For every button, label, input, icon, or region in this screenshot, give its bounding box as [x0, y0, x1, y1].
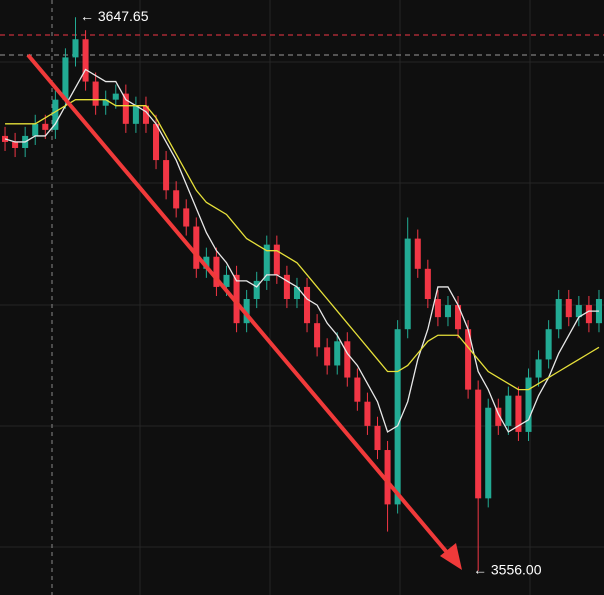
labels: ← 3647.65 ← 3556.00: [80, 8, 542, 578]
candle-body: [374, 425, 381, 451]
candle-body: [62, 57, 69, 100]
trend-arrow: [26, 53, 462, 570]
price-annotation: ← 3647.65: [80, 8, 149, 24]
candle-body: [233, 274, 240, 324]
candle-body: [334, 341, 341, 366]
candle-body: [32, 123, 39, 136]
candle-body: [273, 244, 280, 275]
candle-body: [82, 39, 89, 82]
candle-body: [42, 123, 49, 130]
candle-body: [12, 141, 19, 148]
candle-body: [505, 395, 512, 426]
candle-body: [565, 299, 572, 318]
candle-body: [424, 268, 431, 300]
candle-body: [293, 286, 300, 300]
candle-body: [465, 329, 472, 390]
candle-body: [223, 274, 230, 287]
candle-body: [344, 341, 351, 378]
candle-body: [384, 450, 391, 505]
moving-average: [4, 68, 599, 433]
candle-body: [434, 299, 441, 318]
candle-body: [203, 256, 210, 269]
candle-body: [153, 123, 160, 161]
candle-body: [142, 105, 149, 124]
candle-body: [122, 93, 129, 124]
candle-body: [132, 105, 139, 124]
candle-body: [314, 323, 321, 348]
candle-body: [183, 208, 190, 227]
candle-body: [404, 238, 411, 330]
candle-body: [173, 190, 180, 209]
candle-body: [414, 238, 421, 269]
candle-body: [193, 226, 200, 269]
candle-body: [263, 244, 270, 281]
arrow-shaft: [26, 53, 452, 558]
arrow-head: [440, 543, 462, 570]
candle-body: [52, 99, 59, 130]
candle-body: [525, 377, 532, 432]
candle-body: [364, 401, 371, 426]
candle-body: [585, 305, 592, 324]
candle-body: [475, 389, 482, 499]
candle-body: [535, 359, 542, 378]
candle-body: [444, 305, 451, 318]
candle-body: [324, 347, 331, 366]
candle-body: [545, 329, 552, 360]
moving-average: [5, 99, 600, 391]
candle-body: [243, 299, 250, 324]
candle-body: [515, 395, 522, 432]
candle-body: [253, 280, 260, 300]
candle-body: [304, 286, 311, 324]
candle-body: [72, 39, 79, 58]
candle-body: [455, 305, 462, 330]
candle-body: [485, 407, 492, 499]
candle-body: [92, 81, 99, 106]
candle-body: [354, 377, 361, 402]
candle-body: [283, 274, 290, 300]
candle-body: [555, 299, 562, 330]
candle-body: [163, 160, 170, 191]
candle-body: [102, 99, 109, 106]
price-annotation: ← 3556.00: [473, 562, 542, 578]
candle-body: [495, 407, 502, 426]
plot: [0, 17, 604, 571]
candle-body: [213, 256, 220, 287]
candle-body: [394, 329, 401, 505]
candle-body: [575, 305, 582, 318]
candle-body: [112, 93, 119, 100]
